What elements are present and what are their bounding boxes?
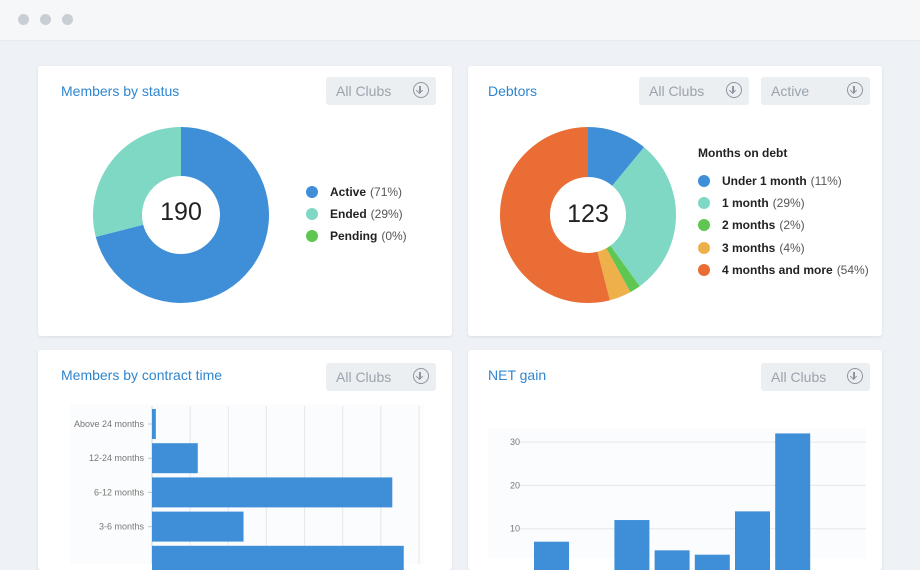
window-titlebar	[0, 0, 920, 41]
bar[interactable]	[534, 541, 569, 570]
bar[interactable]	[152, 477, 393, 508]
legend-label: Pending	[330, 229, 378, 244]
card-title: Members by status	[61, 83, 180, 99]
debtors-donut-chart	[500, 127, 676, 303]
window-close-button[interactable]	[18, 14, 29, 25]
legend-item[interactable]: Active (71%)	[306, 181, 407, 203]
legend-percent: (4%)	[779, 240, 805, 255]
legend-item[interactable]: Ended (29%)	[306, 203, 407, 225]
donut-slice-under-1-month[interactable]	[588, 127, 645, 186]
legend-item[interactable]: 1 month (29%)	[698, 192, 869, 214]
chevron-down-icon	[847, 368, 863, 384]
clubs-filter-dropdown[interactable]: All Clubs	[326, 77, 436, 105]
legend-label: 1 month	[722, 196, 769, 211]
y-tick-label: 30	[510, 437, 520, 447]
bar[interactable]	[614, 520, 650, 570]
legend-item[interactable]: 2 months (2%)	[698, 214, 869, 236]
y-tick-label: Above 24 months	[74, 419, 145, 429]
legend-dot-icon	[306, 230, 318, 243]
legend-item[interactable]: 3 months (4%)	[698, 237, 869, 259]
donut-slice-1-month[interactable]	[610, 147, 676, 287]
bar[interactable]	[654, 550, 690, 570]
legend-label: Ended	[330, 207, 367, 222]
bar[interactable]	[152, 443, 198, 474]
window-maximize-button[interactable]	[62, 14, 73, 25]
legend-item[interactable]: Under 1 month (11%)	[698, 170, 869, 192]
contract-time-card: Members by contract time All Clubs Above…	[38, 350, 452, 570]
y-tick-label: 10	[510, 524, 520, 534]
bar[interactable]	[735, 511, 770, 570]
members-by-status-card: Members by status All Clubs 190 Active (7…	[38, 66, 452, 336]
legend-dot-icon	[698, 175, 710, 188]
legend-percent: (0%)	[381, 229, 407, 244]
card-title: Debtors	[488, 83, 538, 99]
chevron-down-icon	[413, 368, 429, 384]
dropdown-value: All Clubs	[649, 83, 705, 99]
legend-dot-icon	[698, 241, 710, 254]
donut-center-total: 190	[160, 198, 202, 226]
y-tick-label: 3-6 months	[99, 522, 145, 532]
card-title: Members by contract time	[61, 367, 223, 383]
contract-time-bar-chart: Above 24 months 12-24 months 6-12 months 3-…	[70, 404, 424, 570]
bar[interactable]	[152, 511, 244, 542]
dropdown-value: All Clubs	[336, 83, 392, 99]
chevron-down-icon	[413, 82, 429, 98]
donut-slice-2-months[interactable]	[606, 245, 640, 293]
legend-percent: (54%)	[836, 262, 869, 277]
clubs-filter-dropdown[interactable]: All Clubs	[639, 77, 749, 105]
dropdown-value: All Clubs	[771, 369, 827, 385]
donut-slice-active[interactable]	[95, 127, 269, 303]
chevron-down-icon	[847, 82, 863, 98]
legend-percent: (11%)	[810, 174, 842, 189]
status-donut-chart	[92, 127, 269, 303]
status-legend: Active (71%) Ended (29%) Pending (0%)	[306, 181, 407, 248]
legend-label: 2 months	[722, 218, 776, 233]
legend-dot-icon	[698, 263, 710, 276]
bar[interactable]	[775, 433, 811, 570]
bar[interactable]	[694, 554, 730, 570]
legend-percent: (71%)	[370, 185, 403, 200]
status-filter-dropdown[interactable]: Active	[761, 77, 870, 105]
legend-item[interactable]: 4 months and more (54%)	[698, 259, 869, 281]
y-tick-label: 20	[510, 480, 520, 490]
legend-item[interactable]: Pending (0%)	[306, 225, 407, 247]
dropdown-value: All Clubs	[336, 369, 392, 385]
legend-dot-icon	[698, 197, 710, 210]
legend-dot-icon	[698, 219, 710, 232]
donut-center-total: 123	[567, 200, 609, 228]
legend-label: Under 1 month	[722, 174, 807, 189]
legend-dot-icon	[306, 186, 318, 199]
legend-label: 4 months and more	[722, 262, 833, 277]
window-minimize-button[interactable]	[40, 14, 51, 25]
legend-label: Active	[330, 185, 367, 200]
y-tick-label: 12-24 months	[89, 453, 145, 463]
legend-percent: (29%)	[370, 207, 403, 222]
legend-percent: (2%)	[779, 218, 805, 233]
clubs-filter-dropdown[interactable]: All Clubs	[761, 363, 870, 391]
legend-label: 3 months	[722, 240, 776, 255]
net-gain-card: NET gain All Clubs 10 20 30	[468, 350, 882, 570]
legend-dot-icon	[306, 208, 318, 221]
debtors-legend: Months on debt Under 1 month (11%) 1 month…	[698, 146, 869, 281]
bar[interactable]	[152, 409, 156, 439]
donut-slice-4-months-and-more[interactable]	[500, 127, 610, 303]
dropdown-value: Active	[771, 83, 810, 99]
debtors-card: Debtors All Clubs Active 123 Months on d…	[468, 66, 882, 336]
y-tick-label: 6-12 months	[94, 487, 145, 497]
legend-title: Months on debt	[698, 146, 788, 160]
card-title: NET gain	[488, 367, 547, 383]
donut-slice-ended[interactable]	[92, 127, 181, 237]
clubs-filter-dropdown[interactable]: All Clubs	[326, 363, 436, 391]
legend-percent: (29%)	[772, 196, 805, 211]
donut-slice-3-months[interactable]	[597, 248, 631, 301]
chevron-down-icon	[726, 82, 742, 98]
net-gain-bar-chart: 10 20 30	[488, 428, 866, 570]
